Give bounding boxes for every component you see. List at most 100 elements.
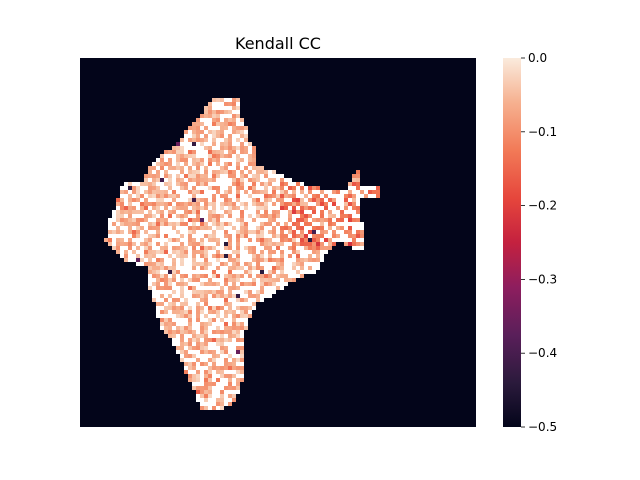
heatmap-cell	[212, 378, 216, 382]
heatmap-cell	[208, 206, 212, 210]
heatmap-cell	[152, 234, 156, 238]
heatmap-cell	[152, 254, 156, 258]
heatmap-cell	[232, 270, 236, 274]
heatmap-cell	[196, 346, 200, 350]
heatmap-cell	[188, 198, 192, 202]
heatmap-cell	[260, 234, 264, 238]
heatmap-cell	[164, 162, 168, 166]
heatmap-cell	[268, 202, 272, 206]
heatmap-cell	[176, 262, 180, 266]
heatmap-cell	[252, 214, 256, 218]
heatmap-cell	[220, 238, 224, 242]
heatmap-cell	[272, 262, 276, 266]
heatmap-cell	[188, 302, 192, 306]
heatmap-cell	[176, 318, 180, 322]
heatmap-cell	[220, 294, 224, 298]
heatmap-cell	[316, 222, 320, 226]
heatmap-cell	[304, 210, 308, 214]
heatmap-cell	[196, 318, 200, 322]
heatmap-cell	[360, 226, 364, 230]
heatmap-cell	[196, 278, 200, 282]
heatmap-cell	[268, 182, 272, 186]
heatmap-cell	[232, 370, 236, 374]
heatmap-cell	[196, 158, 200, 162]
heatmap-cell	[340, 222, 344, 226]
heatmap-cell	[220, 318, 224, 322]
heatmap-cell	[220, 390, 224, 394]
heatmap-cell	[200, 254, 204, 258]
heatmap-cell	[336, 234, 340, 238]
heatmap-cell	[192, 226, 196, 230]
heatmap-cell	[240, 242, 244, 246]
heatmap-cell	[192, 290, 196, 294]
heatmap-cell	[144, 230, 148, 234]
heatmap-cell	[192, 230, 196, 234]
heatmap-cell	[272, 178, 276, 182]
heatmap-cell	[264, 270, 268, 274]
heatmap-cell	[180, 338, 184, 342]
heatmap-cell	[144, 182, 148, 186]
heatmap-cell	[148, 278, 152, 282]
heatmap-cell	[328, 202, 332, 206]
heatmap-cell	[124, 226, 128, 230]
heatmap-cell	[324, 238, 328, 242]
heatmap-cell	[216, 122, 220, 126]
heatmap-cell	[300, 218, 304, 222]
heatmap-cell	[348, 202, 352, 206]
heatmap-cell	[128, 222, 132, 226]
heatmap-cell	[236, 282, 240, 286]
heatmap-cell	[248, 146, 252, 150]
heatmap-cell	[128, 250, 132, 254]
heatmap-cell	[268, 178, 272, 182]
heatmap-cell	[228, 374, 232, 378]
heatmap-cell	[192, 166, 196, 170]
heatmap-cell	[184, 186, 188, 190]
heatmap-cell	[204, 118, 208, 122]
heatmap-cell	[228, 162, 232, 166]
heatmap-cell	[352, 222, 356, 226]
heatmap-cell	[252, 262, 256, 266]
heatmap-cell	[296, 270, 300, 274]
heatmap-cell	[144, 198, 148, 202]
heatmap-cell	[348, 182, 352, 186]
heatmap-cell	[308, 258, 312, 262]
heatmap-cell	[184, 306, 188, 310]
heatmap-cell	[264, 266, 268, 270]
heatmap-cell	[360, 194, 364, 198]
heatmap-cell	[248, 258, 252, 262]
heatmap-cell	[348, 238, 352, 242]
heatmap-cell	[176, 154, 180, 158]
heatmap-cell	[260, 258, 264, 262]
heatmap-cell	[104, 238, 108, 242]
heatmap-cell	[240, 246, 244, 250]
heatmap-cell	[184, 282, 188, 286]
heatmap-cell	[224, 306, 228, 310]
heatmap-cell	[236, 338, 240, 342]
heatmap-cell	[208, 218, 212, 222]
heatmap-cell	[220, 346, 224, 350]
heatmap-cell	[196, 266, 200, 270]
heatmap-cell	[328, 214, 332, 218]
heatmap-cell	[244, 210, 248, 214]
heatmap-cell	[328, 210, 332, 214]
heatmap-cell	[200, 346, 204, 350]
heatmap-cell	[228, 122, 232, 126]
heatmap-cell	[216, 210, 220, 214]
heatmap-cell	[192, 378, 196, 382]
heatmap-cell	[244, 286, 248, 290]
heatmap-cell	[172, 162, 176, 166]
heatmap-cell	[196, 146, 200, 150]
heatmap-cell	[236, 354, 240, 358]
heatmap-cell	[152, 166, 156, 170]
heatmap-cell	[224, 398, 228, 402]
heatmap-cell	[112, 242, 116, 246]
heatmap-cell	[240, 210, 244, 214]
heatmap-cell	[304, 266, 308, 270]
heatmap-cell	[212, 382, 216, 386]
heatmap-cell	[216, 250, 220, 254]
heatmap-cell	[216, 170, 220, 174]
heatmap-cell	[216, 350, 220, 354]
heatmap-cell	[188, 170, 192, 174]
heatmap-cell	[172, 274, 176, 278]
heatmap-cell	[224, 294, 228, 298]
